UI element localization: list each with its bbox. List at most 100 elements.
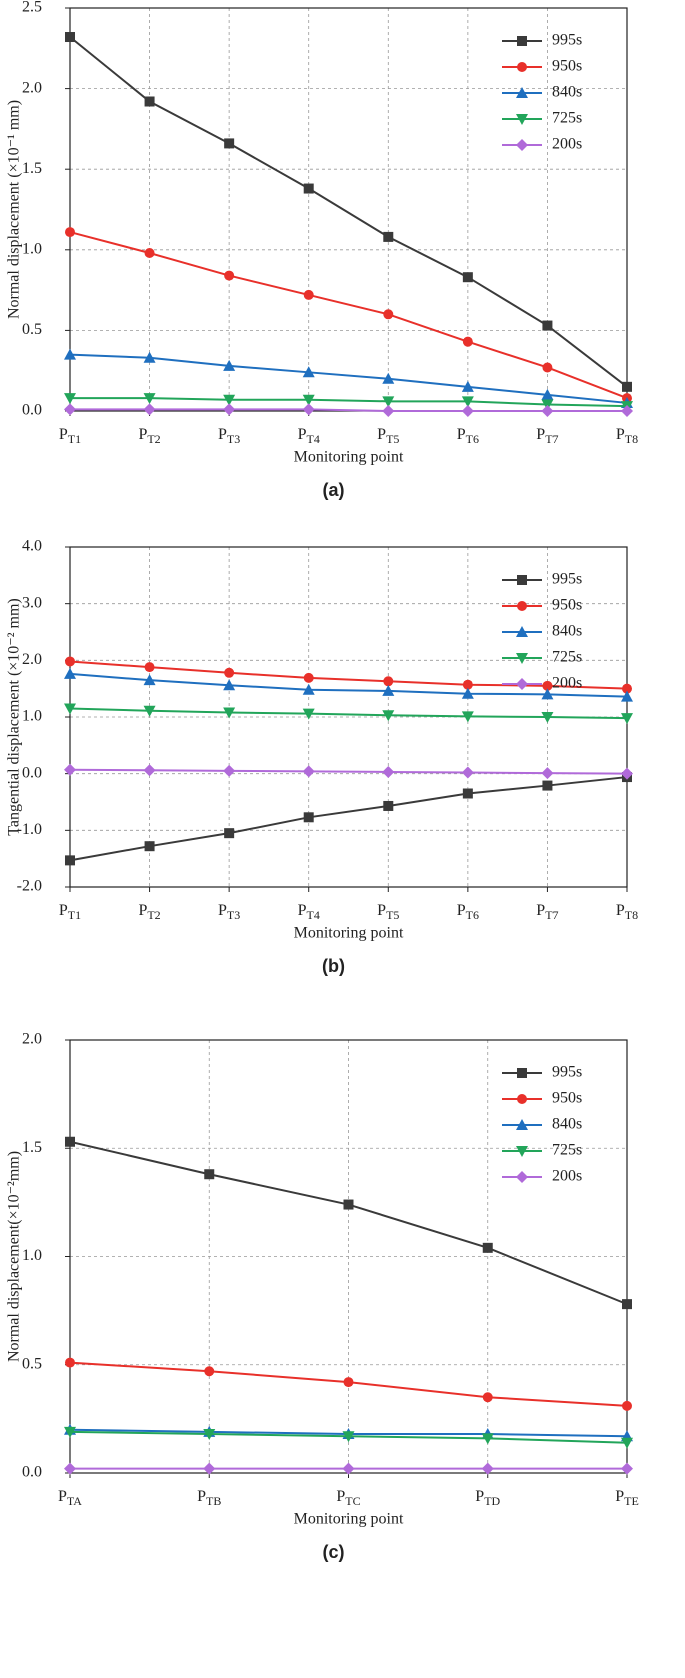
y-tick-label: 0.0 xyxy=(22,764,42,781)
marker xyxy=(461,766,474,779)
marker xyxy=(517,1094,527,1104)
marker xyxy=(65,32,75,43)
caption: (b) xyxy=(322,956,345,976)
marker xyxy=(383,231,394,242)
marker xyxy=(383,800,394,811)
x-tick-label: PT7 xyxy=(536,426,558,446)
marker xyxy=(383,309,394,320)
legend-label: 840s xyxy=(552,623,582,640)
marker xyxy=(302,394,315,406)
marker xyxy=(461,396,474,408)
marker xyxy=(64,403,76,416)
x-axis-label: Monitoring point xyxy=(294,449,404,466)
y-axis-label: Normal displacement(×10⁻²mm) xyxy=(6,1151,23,1362)
marker xyxy=(303,183,314,194)
marker xyxy=(622,683,632,694)
caption: (a) xyxy=(323,480,345,500)
marker xyxy=(64,703,76,715)
legend-label: 840s xyxy=(552,84,582,101)
marker xyxy=(223,764,236,777)
marker xyxy=(65,855,75,866)
y-tick-label: 0.5 xyxy=(22,1355,42,1372)
marker xyxy=(516,1119,528,1130)
marker xyxy=(461,711,474,723)
caption: (c) xyxy=(323,1542,345,1562)
marker xyxy=(302,683,315,695)
x-tick-label: PTE xyxy=(615,1488,639,1508)
marker xyxy=(516,1146,528,1157)
legend-label: 840s xyxy=(552,1116,582,1133)
marker xyxy=(342,1431,355,1443)
marker xyxy=(64,1426,76,1438)
x-tick-label: PTD xyxy=(475,1488,500,1508)
series-line xyxy=(69,231,628,400)
legend-label: 995s xyxy=(552,571,582,588)
marker xyxy=(64,348,76,360)
marker xyxy=(303,672,314,683)
x-tick-label: PT8 xyxy=(616,426,638,446)
y-axis-label: Tangential displacement (×10⁻² mm) xyxy=(6,598,23,836)
marker xyxy=(541,767,554,780)
legend-label: 200s xyxy=(552,675,582,692)
marker xyxy=(204,1169,215,1180)
x-axis-label: Monitoring point xyxy=(294,1511,404,1528)
legend-label: 200s xyxy=(552,1168,582,1185)
legend-label: 725s xyxy=(552,1142,582,1159)
series-line xyxy=(70,408,627,412)
marker xyxy=(482,1242,493,1253)
x-tick-label: PT2 xyxy=(138,426,160,446)
marker xyxy=(461,405,474,417)
marker xyxy=(303,289,314,300)
marker xyxy=(516,678,528,690)
marker xyxy=(382,710,395,722)
marker xyxy=(224,667,235,678)
legend-label: 950s xyxy=(552,58,582,75)
marker xyxy=(541,712,554,723)
y-tick-label: 2.0 xyxy=(22,651,42,668)
marker xyxy=(204,1366,215,1377)
y-tick-label: 1.0 xyxy=(22,708,42,725)
series-line xyxy=(69,353,628,404)
x-tick-label: PT2 xyxy=(138,902,160,922)
marker xyxy=(144,662,155,673)
marker xyxy=(382,405,395,417)
marker xyxy=(517,601,527,611)
marker xyxy=(64,1462,76,1475)
y-tick-label: 3.0 xyxy=(22,594,42,611)
marker xyxy=(481,1462,494,1475)
legend-label: 725s xyxy=(552,110,582,127)
marker xyxy=(462,336,473,347)
marker xyxy=(462,272,473,283)
marker xyxy=(223,707,236,719)
marker xyxy=(143,393,156,405)
marker xyxy=(541,688,554,700)
x-tick-label: PT4 xyxy=(298,426,320,446)
y-tick-label: 0.0 xyxy=(22,1464,42,1481)
marker xyxy=(143,764,156,777)
marker xyxy=(302,708,315,720)
x-tick-label: PT5 xyxy=(377,426,399,446)
series-line xyxy=(69,672,628,698)
x-tick-label: PT3 xyxy=(218,902,240,922)
marker xyxy=(622,1299,632,1310)
marker xyxy=(482,1392,493,1403)
x-tick-label: PTC xyxy=(336,1488,360,1508)
marker xyxy=(144,96,155,107)
series-line xyxy=(69,768,628,775)
series-line xyxy=(69,660,628,690)
y-tick-label: 0.0 xyxy=(22,402,42,419)
y-tick-label: -2.0 xyxy=(17,878,42,895)
series-line xyxy=(70,397,628,408)
marker xyxy=(461,687,474,699)
x-tick-label: PT7 xyxy=(536,902,558,922)
marker xyxy=(224,270,235,281)
marker xyxy=(302,765,315,778)
x-tick-label: PT1 xyxy=(59,902,81,922)
marker xyxy=(144,841,155,852)
y-tick-label: 2.5 xyxy=(22,0,42,16)
x-tick-label: PT5 xyxy=(377,902,399,922)
y-tick-label: 1.0 xyxy=(22,1247,42,1264)
marker xyxy=(516,87,528,98)
marker xyxy=(542,680,553,691)
